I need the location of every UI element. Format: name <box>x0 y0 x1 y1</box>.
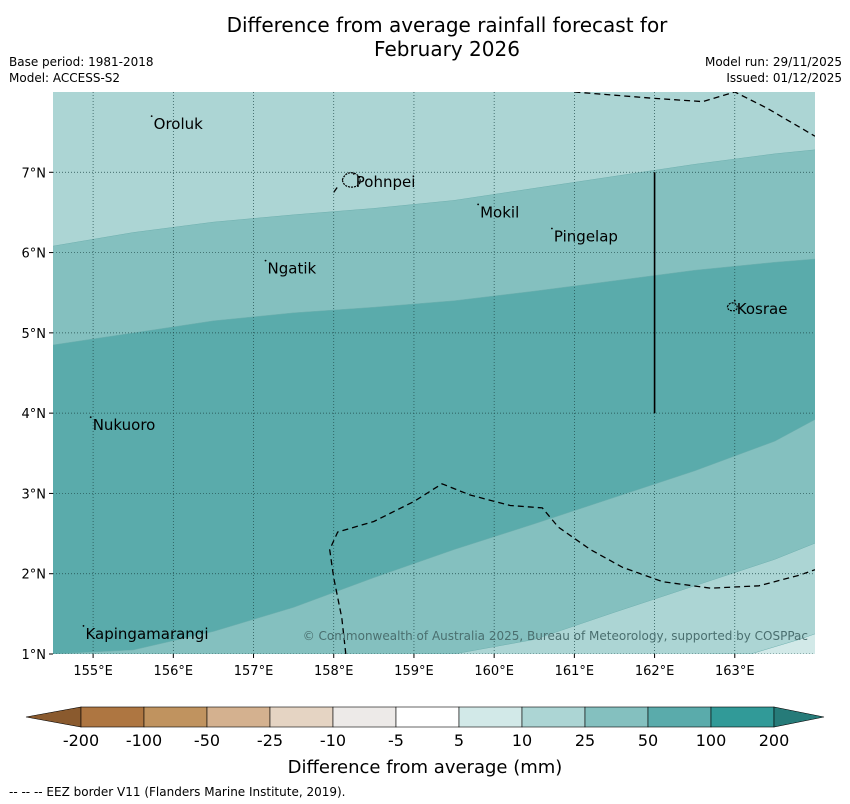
place-label: Oroluk <box>154 115 203 133</box>
map-axes: 155°E 156°E 157°E 158°E 159°E 160°E 161°E 162°E… <box>22 166 755 679</box>
issued-date: Issued: 01/12/2025 <box>726 71 842 85</box>
colorbar-tick-label: -25 <box>257 731 283 750</box>
colorbar-tick-label: -100 <box>126 731 162 750</box>
colorbar-tick-label: -5 <box>388 731 404 750</box>
place-dot <box>150 115 153 118</box>
zone-fill <box>413 542 815 654</box>
lon-tick-label: 157°E <box>234 664 274 679</box>
zone-fill <box>53 419 815 654</box>
map-area: Oroluk Pohnpei Mokil Pingelap Ngatik Kosrae Nu… <box>53 92 815 654</box>
place-dot <box>89 416 92 419</box>
place-labels: Oroluk Pohnpei Mokil Pingelap Ngatik Kosrae Nu… <box>82 115 788 643</box>
lon-tick-label: 160°E <box>474 664 514 679</box>
eez-border-line <box>574 92 815 137</box>
colorbar-extend-low <box>25 706 82 728</box>
colorbar-segment <box>458 706 523 728</box>
place-dot <box>551 227 553 230</box>
place-label: Pingelap <box>554 228 618 246</box>
eez-footnote: -- -- -- EEZ border V11 (Flanders Marine… <box>9 785 346 799</box>
place-label: Pohnpei <box>356 173 416 191</box>
title-line-1: Difference from average rainfall forecas… <box>226 13 668 37</box>
place-dot <box>82 625 85 627</box>
colorbar: -200 -100 -50 -25 -10 -5 5 10 25 50 100 200 <box>25 706 825 750</box>
map-title: Difference from average rainfall forecas… <box>0 13 850 61</box>
colorbar-tick-label: 5 <box>454 731 464 750</box>
lon-tick-label: 163°E <box>715 664 755 679</box>
colorbar-segment <box>206 706 271 728</box>
base-period: Base period: 1981-2018 <box>9 55 154 69</box>
colorbar-segment <box>395 706 460 728</box>
island-shapes <box>341 172 738 312</box>
copyright-text: © Commonwealth of Australia 2025, Bureau… <box>303 629 808 643</box>
model-name: Model: ACCESS-S2 <box>9 71 121 85</box>
title-line-2: February 2026 <box>374 37 520 61</box>
place-label: Mokil <box>480 203 519 221</box>
lat-tick-label: 4°N <box>22 407 47 422</box>
colorbar-tick-label: 10 <box>512 731 532 750</box>
place-label: Kosrae <box>737 300 788 318</box>
eez-borders <box>329 92 815 654</box>
eez-border-line <box>329 483 815 654</box>
island-kosrae-shape <box>726 302 738 312</box>
lat-tick-label: 1°N <box>22 648 47 663</box>
meta-right: Model run: 29/11/2025 Issued: 01/12/2025 <box>705 54 842 86</box>
colorbar-segment <box>332 706 397 728</box>
lat-tick-label: 5°N <box>22 327 47 342</box>
colorbar-tick-label: 50 <box>638 731 658 750</box>
lon-tick-label: 156°E <box>154 664 194 679</box>
lon-tick-label: 158°E <box>314 664 354 679</box>
lon-tick-label: 155°E <box>73 664 113 679</box>
lon-tick-label: 162°E <box>635 664 675 679</box>
colorbar-segment <box>80 706 145 728</box>
colorbar-extend-high <box>773 706 825 728</box>
colorbar-tick-label: 100 <box>696 731 727 750</box>
zone-fill <box>710 633 815 654</box>
colorbar-tick-label: 200 <box>759 731 790 750</box>
lon-tick-label: 161°E <box>555 664 595 679</box>
colorbar-tick-label: -200 <box>63 731 99 750</box>
eez-border-line <box>333 186 339 193</box>
place-label: Nukuoro <box>93 416 156 434</box>
lat-tick-label: 6°N <box>22 247 47 262</box>
colorbar-tick-label: -10 <box>320 731 346 750</box>
anomaly-zones <box>53 92 815 654</box>
island-pohnpei-shape <box>341 172 361 188</box>
colorbar-label: Difference from average (mm) <box>288 757 563 778</box>
colorbar-segment <box>710 706 775 728</box>
lat-tick-label: 7°N <box>22 166 47 181</box>
colorbar-segment <box>143 706 208 728</box>
lon-tick-label: 159°E <box>394 664 434 679</box>
colorbar-tick-label: -50 <box>194 731 220 750</box>
colorbar-segment <box>521 706 586 728</box>
colorbar-tick-label: 25 <box>575 731 595 750</box>
colorbar-segment <box>584 706 649 728</box>
colorbar-segment <box>647 706 712 728</box>
model-run: Model run: 29/11/2025 <box>704 55 842 69</box>
lat-tick-label: 3°N <box>22 487 47 502</box>
meta-left: Base period: 1981-2018 Model: ACCESS-S2 <box>9 54 154 86</box>
lat-tick-label: 2°N <box>22 568 47 583</box>
place-dot <box>264 259 267 262</box>
place-label: Kapingamarangi <box>85 625 208 643</box>
place-dot <box>733 299 736 302</box>
place-label: Ngatik <box>268 260 317 278</box>
place-dot <box>477 203 480 206</box>
colorbar-segment <box>269 706 334 728</box>
place-dot <box>352 173 355 175</box>
